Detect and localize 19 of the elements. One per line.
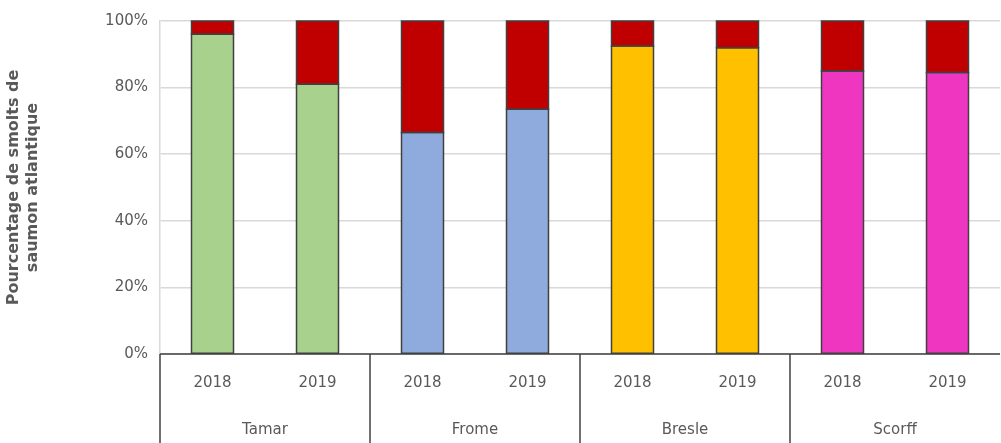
y-tick-label: 40% [114,210,148,229]
x-tick-label: 2018 [403,372,442,391]
text: Scorff [873,419,918,438]
x-tick-label: 2018 [613,372,652,391]
y-axis-title: Pourcentage de smolts de saumon atlantique [2,69,41,306]
text: Frome [451,419,499,438]
y-tick-label: 100% [105,10,148,29]
x-tick-label: 2019 [508,372,547,391]
y-tick-label: 80% [114,77,148,96]
x-tick-label: 2019 [298,372,337,391]
y-tick-label: 60% [114,144,148,163]
text: Bresle [661,419,709,438]
x-tick-label: 2018 [823,372,862,391]
y-tick-label: 0% [124,343,148,362]
text: Tamar [241,419,289,438]
y-tick-label: 20% [114,277,148,296]
x-tick-label: 2018 [193,372,232,391]
x-tick-label: 2019 [718,372,757,391]
x-tick-label: 2019 [928,372,967,391]
